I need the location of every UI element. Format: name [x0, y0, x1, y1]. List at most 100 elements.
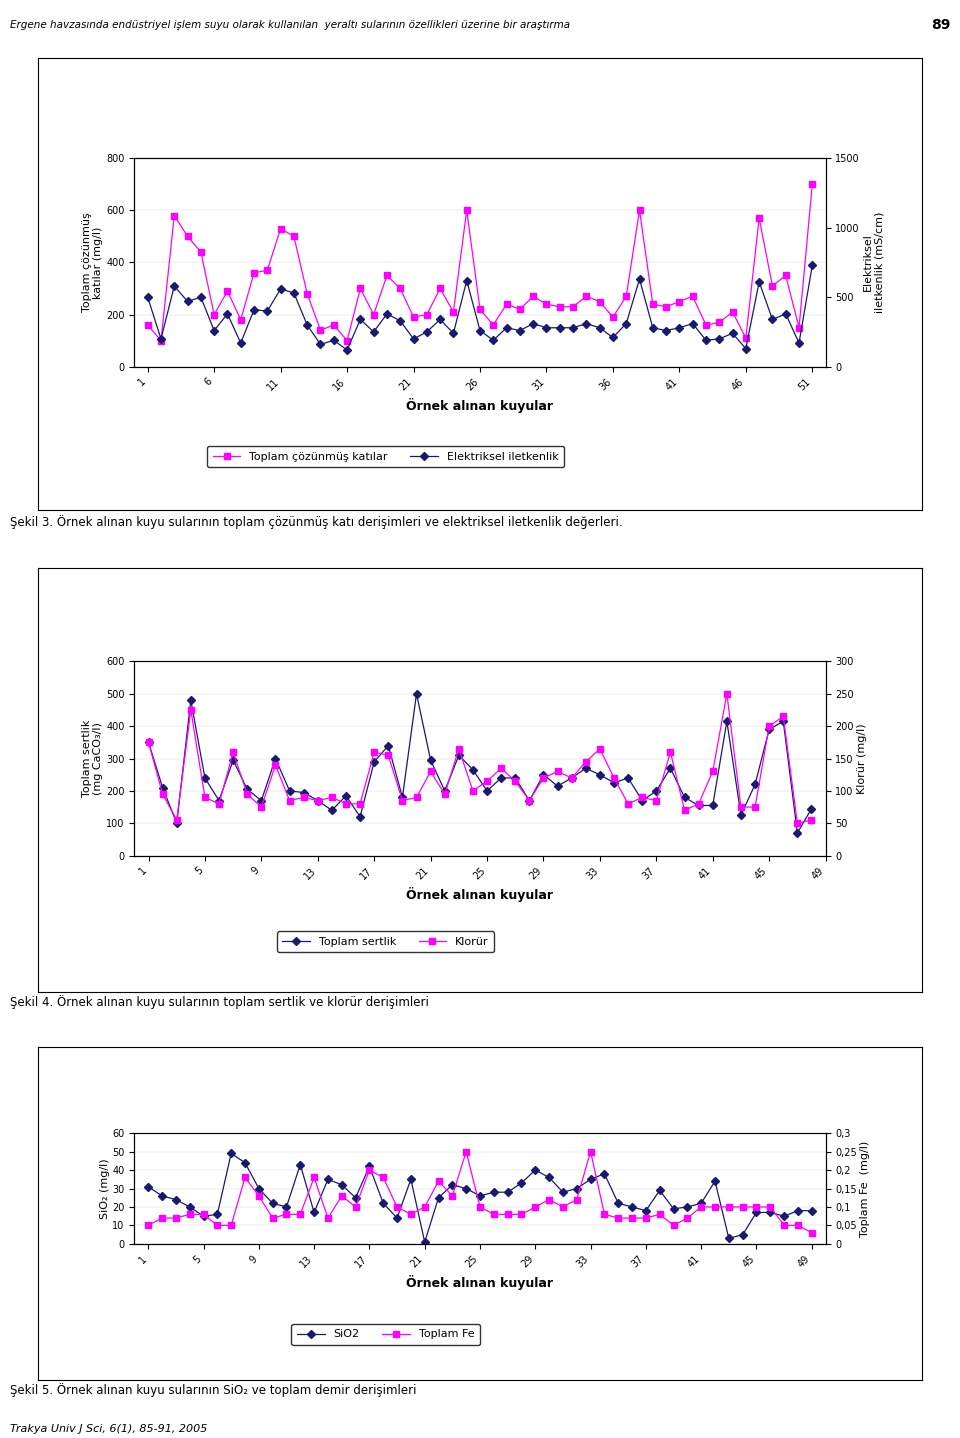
SiO2 [612, 1195, 624, 1212]
Toplam sertlik [763, 720, 775, 738]
Toplam Fe [737, 1198, 749, 1215]
Toplam Fe [392, 1198, 403, 1215]
SiO2 [156, 1188, 168, 1205]
SiO2 [392, 1209, 403, 1227]
Klorür [228, 743, 239, 761]
Klorür [382, 746, 394, 764]
Toplam sertlik [298, 784, 309, 801]
Klorür [735, 798, 747, 815]
Toplam Fe [198, 1205, 209, 1222]
Toplam Fe [323, 1209, 334, 1227]
Toplam çözünmüş katılar [301, 285, 313, 302]
Klorür [439, 785, 450, 802]
Toplam Fe [267, 1209, 278, 1227]
Toplam sertlik [199, 769, 210, 787]
SiO2 [239, 1155, 251, 1172]
Klorür [396, 792, 408, 810]
SiO2 [323, 1171, 334, 1188]
SiO2 [253, 1179, 265, 1196]
SiO2 [295, 1156, 306, 1173]
Toplam Fe [239, 1169, 251, 1186]
Toplam sertlik [721, 713, 732, 731]
Toplam Fe [377, 1169, 389, 1186]
SiO2 [461, 1179, 472, 1196]
Toplam Fe [433, 1172, 444, 1189]
Toplam sertlik [693, 797, 705, 814]
Klorür [538, 769, 549, 787]
Toplam sertlik [594, 766, 606, 784]
Klorür [369, 743, 380, 761]
SiO2 [446, 1176, 458, 1194]
Klorür [453, 741, 465, 758]
SiO2 [474, 1188, 486, 1205]
SiO2 [170, 1191, 181, 1208]
Klorür [792, 814, 804, 831]
SiO2 [433, 1189, 444, 1206]
Klorür [171, 811, 182, 828]
Line: Toplam çözünmüş katılar: Toplam çözünmüş katılar [145, 181, 815, 344]
Toplam sertlik [538, 766, 549, 784]
Line: Toplam Fe: Toplam Fe [146, 1149, 814, 1235]
Toplam sertlik [805, 800, 817, 817]
Klorür [411, 788, 422, 805]
Toplam Fe [211, 1217, 223, 1234]
SiO2 [557, 1183, 568, 1201]
Toplam çözünmüş katılar [806, 175, 818, 193]
X-axis label: Örnek alınan kuyular: Örnek alınan kuyular [406, 887, 554, 902]
Toplam Fe [640, 1209, 652, 1227]
Toplam sertlik [425, 752, 437, 769]
Toplam Fe [502, 1205, 514, 1222]
Toplam sertlik [284, 782, 296, 800]
Toplam Fe [751, 1198, 762, 1215]
Klorür [523, 792, 535, 810]
Toplam Fe [308, 1169, 320, 1186]
SiO2 [308, 1204, 320, 1221]
Toplam sertlik [242, 781, 253, 798]
Toplam Fe [336, 1188, 348, 1205]
Klorür [778, 707, 789, 725]
Toplam sertlik [171, 814, 182, 831]
Toplam sertlik [255, 792, 267, 810]
Toplam Fe [806, 1224, 818, 1241]
Klorür [651, 792, 662, 810]
Toplam Fe [226, 1217, 237, 1234]
Toplam çözünmüş katılar [142, 316, 154, 334]
Toplam sertlik [143, 733, 155, 751]
Klorür [622, 795, 634, 812]
SiO2 [267, 1195, 278, 1212]
Klorür [594, 741, 606, 758]
Elektriksel iletkenlik [634, 270, 645, 288]
Toplam sertlik [354, 808, 366, 825]
Toplam Fe [184, 1205, 196, 1222]
Klorür [270, 756, 281, 774]
Legend: Toplam sertlik, Klorür: Toplam sertlik, Klorür [276, 932, 494, 952]
Klorür [326, 788, 338, 805]
Elektriksel iletkenlik [354, 311, 366, 328]
Klorür [481, 772, 492, 789]
Toplam Fe [516, 1205, 527, 1222]
Toplam Fe [364, 1162, 375, 1179]
Toplam sertlik [481, 782, 492, 800]
Toplam sertlik [213, 792, 225, 810]
SiO2 [585, 1171, 596, 1188]
Elektriksel iletkenlik [793, 335, 804, 352]
Elektriksel iletkenlik [288, 285, 300, 302]
Text: Ergene havzasında endüstriyel işlem suyu olarak kullanılan  yeraltı sularının öz: Ergene havzasında endüstriyel işlem suyu… [10, 20, 569, 30]
SiO2 [419, 1234, 430, 1251]
Toplam sertlik [523, 792, 535, 810]
SiO2 [599, 1165, 611, 1182]
Toplam Fe [170, 1209, 181, 1227]
Klorür [707, 762, 718, 779]
Klorür [199, 788, 210, 805]
Klorür [312, 792, 324, 810]
SiO2 [764, 1204, 776, 1221]
Toplam Fe [612, 1209, 624, 1227]
SiO2 [184, 1198, 196, 1215]
Toplam Fe [474, 1198, 486, 1215]
Toplam sertlik [664, 759, 676, 777]
Toplam Fe [709, 1198, 721, 1215]
Toplam çözünmüş katılar [634, 201, 645, 219]
Toplam sertlik [750, 777, 761, 794]
Toplam Fe [779, 1217, 790, 1234]
Legend: SiO2, Toplam Fe: SiO2, Toplam Fe [291, 1324, 480, 1345]
